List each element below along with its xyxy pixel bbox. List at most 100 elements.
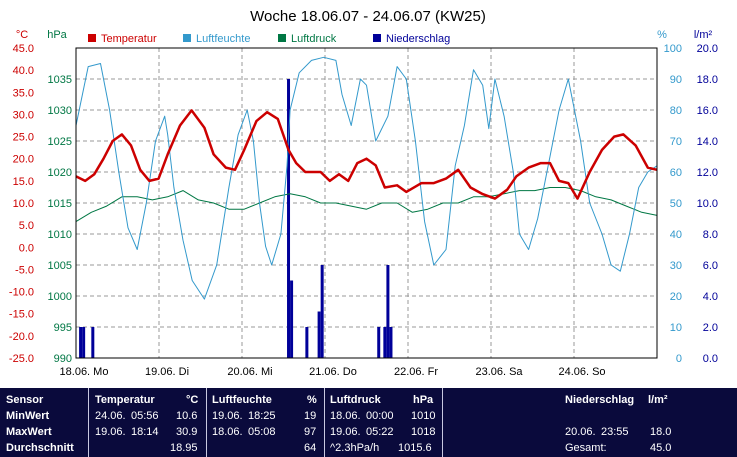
temp-min-date: 24.06. bbox=[95, 410, 126, 422]
stats-header-sensor: Sensor bbox=[6, 394, 44, 406]
stats-divider bbox=[88, 388, 89, 457]
legend-swatch-temperatur bbox=[88, 34, 96, 42]
humidity-tick-label: 20 bbox=[670, 291, 682, 303]
stats-divider bbox=[442, 388, 443, 457]
weather-chart: Woche 18.06.07 - 24.06.07 (KW25) °C hPa … bbox=[9, 8, 718, 378]
temp-tick-label: 45.0 bbox=[13, 43, 34, 55]
temp-min-time: 05:56 bbox=[131, 410, 159, 422]
grid bbox=[76, 48, 657, 358]
rain-tick-label: 14.0 bbox=[697, 136, 718, 148]
press-min-date: 18.06. bbox=[330, 410, 361, 422]
pressure-line bbox=[75, 187, 658, 223]
rain-bar bbox=[79, 327, 83, 358]
hum-min-time: 18:25 bbox=[248, 410, 276, 422]
x-axis-labels: 18.06. Mo 19.06. Di 20.06. Mi 21.06. Do 22.0… bbox=[60, 366, 606, 378]
press-max-date: 19.06. bbox=[330, 426, 361, 438]
rain-max-value: 18.0 bbox=[650, 426, 672, 438]
x-tick-label: 24.06. So bbox=[558, 366, 605, 378]
stats-label-avg: Durchschnitt bbox=[6, 442, 74, 454]
temp-tick-label: 25.0 bbox=[13, 132, 34, 144]
rain-bar bbox=[377, 327, 381, 358]
temp-tick-label: 20.0 bbox=[13, 154, 34, 166]
pressure-tick-label: 1010 bbox=[48, 229, 72, 241]
temp-tick-label: 30.0 bbox=[13, 109, 34, 121]
stats-header-press-unit: hPa bbox=[413, 394, 434, 406]
hum-max-time: 05:08 bbox=[248, 426, 276, 438]
pressure-tick-label: 1020 bbox=[48, 167, 72, 179]
legend-swatch-niederschlag bbox=[373, 34, 381, 42]
rain-tick-label: 18.0 bbox=[697, 74, 718, 86]
temp-tick-label: 0.0 bbox=[19, 242, 34, 254]
temp-tick-label: -15.0 bbox=[9, 309, 34, 321]
stats-divider bbox=[206, 388, 207, 457]
x-tick-label: 18.06. Mo bbox=[60, 366, 109, 378]
temp-axis-ticks: 45.0 40.0 35.0 30.0 25.0 20.0 15.0 10.0 5.0 0.0 -5… bbox=[9, 43, 34, 365]
temp-tick-label: 35.0 bbox=[13, 87, 34, 99]
rain-tick-label: 12.0 bbox=[697, 167, 718, 179]
pressure-tick-label: 990 bbox=[54, 353, 72, 365]
humidity-unit-label: % bbox=[657, 29, 667, 41]
humidity-tick-label: 10 bbox=[670, 322, 682, 334]
press-min-value: 1010 bbox=[411, 410, 436, 422]
rain-bar bbox=[82, 327, 86, 358]
stats-label-min: MinWert bbox=[6, 410, 50, 422]
stats-header-hum-unit: % bbox=[307, 394, 317, 406]
rain-bar bbox=[317, 311, 321, 358]
legend-label-luftfeuchte: Luftfeuchte bbox=[196, 33, 250, 45]
pressure-tick-label: 1030 bbox=[48, 105, 72, 117]
humidity-tick-label: 90 bbox=[670, 74, 682, 86]
rain-bar bbox=[320, 265, 324, 358]
stats-label-max: MaxWert bbox=[6, 426, 52, 438]
legend-label-niederschlag: Niederschlag bbox=[386, 33, 450, 45]
stats-divider bbox=[324, 388, 325, 457]
temp-min-value: 10.6 bbox=[176, 410, 198, 422]
stats-header-rain-unit: l/m² bbox=[648, 394, 668, 406]
press-min-time: 00:00 bbox=[366, 410, 394, 422]
pressure-tick-label: 1025 bbox=[48, 136, 72, 148]
rain-tick-label: 10.0 bbox=[697, 198, 718, 210]
temp-unit-label: °C bbox=[16, 29, 28, 41]
stats-header-rain: Niederschlag bbox=[565, 394, 635, 406]
legend-label-temperatur: Temperatur bbox=[101, 33, 157, 45]
rain-tick-label: 2.0 bbox=[703, 322, 718, 334]
temp-tick-label: 5.0 bbox=[19, 220, 34, 232]
temperature-line bbox=[75, 109, 658, 200]
rain-unit-label: l/m² bbox=[694, 29, 713, 41]
rain-bar bbox=[287, 79, 291, 358]
series bbox=[75, 56, 658, 358]
rain-axis-ticks: 20.0 18.0 16.0 14.0 12.0 10.0 8.0 6.0 4.0 2.0 0.0 bbox=[697, 43, 718, 365]
legend-swatch-luftfeuchte bbox=[183, 34, 191, 42]
humidity-tick-label: 30 bbox=[670, 260, 682, 272]
pressure-unit-label: hPa bbox=[47, 29, 67, 41]
rain-bar bbox=[91, 327, 95, 358]
rain-tick-label: 6.0 bbox=[703, 260, 718, 272]
x-tick-label: 19.06. Di bbox=[145, 366, 189, 378]
temp-tick-label: -10.0 bbox=[9, 287, 34, 299]
temp-max-date: 19.06. bbox=[95, 426, 126, 438]
press-max-time: 05:22 bbox=[366, 426, 394, 438]
pressure-tick-label: 1035 bbox=[48, 74, 72, 86]
x-tick-label: 22.06. Fr bbox=[394, 366, 438, 378]
hum-min-date: 19.06. bbox=[212, 410, 243, 422]
hum-max-date: 18.06. bbox=[212, 426, 243, 438]
press-trend: ^2.3hPa/h bbox=[330, 442, 380, 454]
temp-tick-label: 15.0 bbox=[13, 176, 34, 188]
temp-max-value: 30.9 bbox=[176, 426, 198, 438]
x-tick-label: 23.06. Sa bbox=[475, 366, 523, 378]
temp-tick-label: -5.0 bbox=[15, 264, 34, 276]
stats-header-temp: Temperatur bbox=[95, 394, 155, 406]
temp-max-time: 18:14 bbox=[131, 426, 159, 438]
plot-frame bbox=[75, 47, 658, 359]
rain-max-date: 20.06. bbox=[565, 426, 596, 438]
press-avg-value: 1015.6 bbox=[398, 442, 432, 454]
rain-tick-label: 4.0 bbox=[703, 291, 718, 303]
rain-bar bbox=[389, 327, 393, 358]
rain-bar bbox=[305, 327, 309, 358]
rain-tick-label: 20.0 bbox=[697, 43, 718, 55]
x-tick-label: 21.06. Do bbox=[309, 366, 357, 378]
pressure-axis-ticks: 1035 1030 1025 1020 1015 1010 1005 1000 995 990 bbox=[48, 74, 72, 365]
humidity-tick-label: 60 bbox=[670, 167, 682, 179]
rain-bar bbox=[383, 327, 387, 358]
stats-header-press: Luftdruck bbox=[330, 394, 381, 406]
pressure-tick-label: 1000 bbox=[48, 291, 72, 303]
